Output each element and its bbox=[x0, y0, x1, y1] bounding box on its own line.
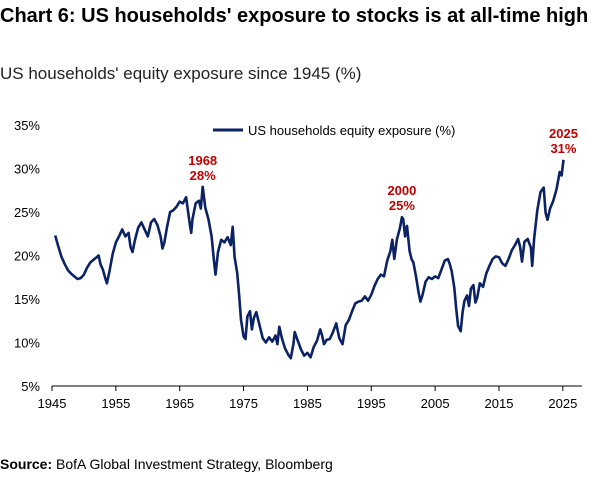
annotation-value: 28% bbox=[190, 168, 216, 183]
y-tick-label: 20% bbox=[14, 249, 40, 264]
annotation-value: 25% bbox=[389, 198, 415, 213]
x-tick-label: 1985 bbox=[293, 396, 322, 411]
x-tick-label: 1945 bbox=[38, 396, 67, 411]
x-tick-label: 1995 bbox=[357, 396, 386, 411]
y-tick-label: 25% bbox=[14, 205, 40, 220]
source-note: Source: BofA Global Investment Strategy,… bbox=[0, 456, 333, 472]
series-layer bbox=[53, 159, 565, 360]
x-tick-label: 2025 bbox=[548, 396, 577, 411]
chart-title: Chart 6: US households' exposure to stoc… bbox=[0, 5, 589, 27]
x-tick-label: 1965 bbox=[165, 396, 194, 411]
legend-label: US households equity exposure (%) bbox=[248, 123, 455, 138]
y-tick-label: 5% bbox=[21, 379, 40, 394]
annotation-year: 2025 bbox=[549, 126, 578, 141]
axes: 5% 10% 15% 20% 25% 30% 35% 1945 1955 1965 1975 1985… bbox=[14, 118, 582, 411]
line-chart: 5% 10% 15% 20% 25% 30% 35% 1945 1955 1965 1975 1985… bbox=[14, 118, 582, 411]
y-tick-label: 35% bbox=[14, 118, 40, 133]
legend: US households equity exposure (%) bbox=[213, 123, 455, 138]
x-tick-label: 2015 bbox=[485, 396, 514, 411]
annotation-year: 2000 bbox=[387, 183, 416, 198]
y-tick-label: 15% bbox=[14, 292, 40, 307]
y-tick-label: 30% bbox=[14, 162, 40, 177]
series-line bbox=[53, 159, 565, 360]
annotation-year: 1968 bbox=[188, 153, 217, 168]
source-label: Source: bbox=[0, 456, 53, 472]
annotation-value: 31% bbox=[550, 141, 576, 156]
chart-subtitle: US households' equity exposure since 194… bbox=[0, 64, 362, 83]
x-tick-label: 1955 bbox=[101, 396, 130, 411]
x-tick-label: 1975 bbox=[229, 396, 258, 411]
source-text: BofA Global Investment Strategy, Bloombe… bbox=[52, 456, 333, 472]
x-tick-label: 2005 bbox=[421, 396, 450, 411]
y-tick-label: 10% bbox=[14, 336, 40, 351]
